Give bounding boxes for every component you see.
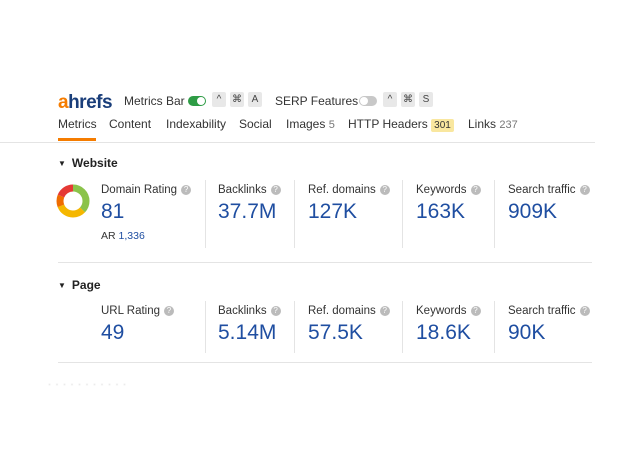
- page-search-traffic-metric: Search traffic? 90K: [508, 305, 590, 345]
- ahrefs-rank-value[interactable]: 1,336: [118, 230, 145, 242]
- help-icon[interactable]: ?: [270, 306, 281, 316]
- serp-features-label: SERP Features: [275, 94, 359, 108]
- page-ref-domains-metric: Ref. domains? 57.5K: [308, 305, 390, 345]
- help-icon[interactable]: ?: [379, 306, 390, 316]
- divider: [294, 180, 295, 248]
- metrics-bar-label: Metrics Bar: [124, 94, 185, 108]
- url-rating-value[interactable]: 49: [101, 321, 125, 344]
- blurred-footer-text: · · · · · · · · · · ·: [48, 379, 127, 389]
- help-icon[interactable]: ?: [270, 185, 281, 195]
- serp-shortcut-s-key: S: [419, 92, 433, 107]
- tab-social[interactable]: Social: [239, 117, 272, 131]
- http-status-badge: 301: [431, 119, 454, 132]
- serp-shortcut-cmd-key: ⌘: [401, 92, 415, 107]
- website-search-traffic-metric: Search traffic? 909K: [508, 184, 590, 224]
- page-keywords-metric: Keywords? 18.6K: [416, 305, 481, 345]
- page-backlinks-metric: Backlinks? 5.14M: [218, 305, 281, 345]
- domain-rating-label: Domain Rating: [101, 184, 178, 196]
- website-search-traffic-value[interactable]: 909K: [508, 200, 558, 223]
- website-keywords-metric: Keywords? 163K: [416, 184, 481, 224]
- serp-features-toggle[interactable]: [359, 96, 377, 106]
- divider: [294, 301, 295, 353]
- metrics-shortcut-a-key: A: [248, 92, 262, 107]
- website-backlinks-value[interactable]: 37.7M: [218, 200, 277, 223]
- metrics-shortcut-ctrl-key: ^: [212, 92, 226, 107]
- help-icon[interactable]: ?: [579, 306, 590, 316]
- images-count: 5: [328, 119, 335, 131]
- tab-links[interactable]: Links 237: [468, 117, 518, 131]
- help-icon[interactable]: ?: [379, 185, 390, 195]
- domain-rating-donut-icon: [56, 184, 90, 218]
- divider: [205, 180, 206, 248]
- tab-indexability[interactable]: Indexability: [166, 117, 227, 131]
- help-icon[interactable]: ?: [579, 185, 590, 195]
- website-section-toggle[interactable]: ▼ Website: [58, 156, 118, 170]
- active-tab-indicator: [58, 138, 96, 141]
- page-backlinks-value[interactable]: 5.14M: [218, 321, 277, 344]
- website-ref-domains-metric: Ref. domains? 127K: [308, 184, 390, 224]
- divider: [402, 180, 403, 248]
- divider: [205, 301, 206, 353]
- domain-rating-value[interactable]: 81: [101, 200, 125, 223]
- tab-content[interactable]: Content: [109, 117, 152, 131]
- help-icon[interactable]: ?: [164, 306, 175, 316]
- page-section-toggle[interactable]: ▼ Page: [58, 278, 101, 292]
- website-ref-domains-value[interactable]: 127K: [308, 200, 358, 223]
- serp-shortcut-ctrl-key: ^: [383, 92, 397, 107]
- website-backlinks-metric: Backlinks? 37.7M: [218, 184, 281, 224]
- page-ref-domains-value[interactable]: 57.5K: [308, 321, 363, 344]
- help-icon[interactable]: ?: [470, 185, 481, 195]
- help-icon[interactable]: ?: [181, 185, 192, 195]
- extension-header: ahrefs Metrics Bar ^ ⌘ A SERP Features ^…: [0, 86, 595, 143]
- divider: [402, 301, 403, 353]
- domain-rating-metric: Domain Rating? 81 AR 1,336: [101, 184, 192, 242]
- help-icon[interactable]: ?: [470, 306, 481, 316]
- caret-down-icon: ▼: [58, 281, 66, 290]
- page-keywords-value[interactable]: 18.6K: [416, 321, 471, 344]
- links-count: 237: [499, 119, 518, 131]
- section-divider: [58, 362, 592, 363]
- tab-metrics[interactable]: Metrics: [58, 117, 97, 131]
- metrics-shortcut-cmd-key: ⌘: [230, 92, 244, 107]
- divider: [494, 301, 495, 353]
- tab-http-headers[interactable]: HTTP Headers 301: [348, 117, 454, 132]
- url-rating-metric: URL Rating? 49: [101, 305, 175, 345]
- metrics-bar-toggle[interactable]: [188, 96, 206, 106]
- tab-images[interactable]: Images 5: [286, 117, 335, 131]
- divider: [494, 180, 495, 248]
- section-divider: [58, 262, 592, 263]
- website-keywords-value[interactable]: 163K: [416, 200, 466, 223]
- page-search-traffic-value[interactable]: 90K: [508, 321, 546, 344]
- caret-down-icon: ▼: [58, 159, 66, 168]
- ahrefs-logo[interactable]: ahrefs: [58, 92, 113, 113]
